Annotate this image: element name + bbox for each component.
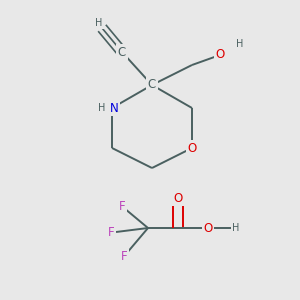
Text: O: O bbox=[215, 49, 225, 62]
Text: H: H bbox=[98, 103, 106, 113]
Text: N: N bbox=[110, 101, 118, 115]
Text: H: H bbox=[95, 18, 103, 28]
Text: F: F bbox=[108, 226, 114, 238]
Text: C: C bbox=[118, 46, 126, 59]
Text: O: O bbox=[203, 221, 213, 235]
Text: O: O bbox=[188, 142, 196, 154]
Text: H: H bbox=[236, 39, 244, 49]
Text: C: C bbox=[148, 79, 156, 92]
Text: H: H bbox=[232, 223, 240, 233]
Text: O: O bbox=[173, 191, 183, 205]
Text: F: F bbox=[121, 250, 127, 262]
Text: F: F bbox=[119, 200, 125, 212]
